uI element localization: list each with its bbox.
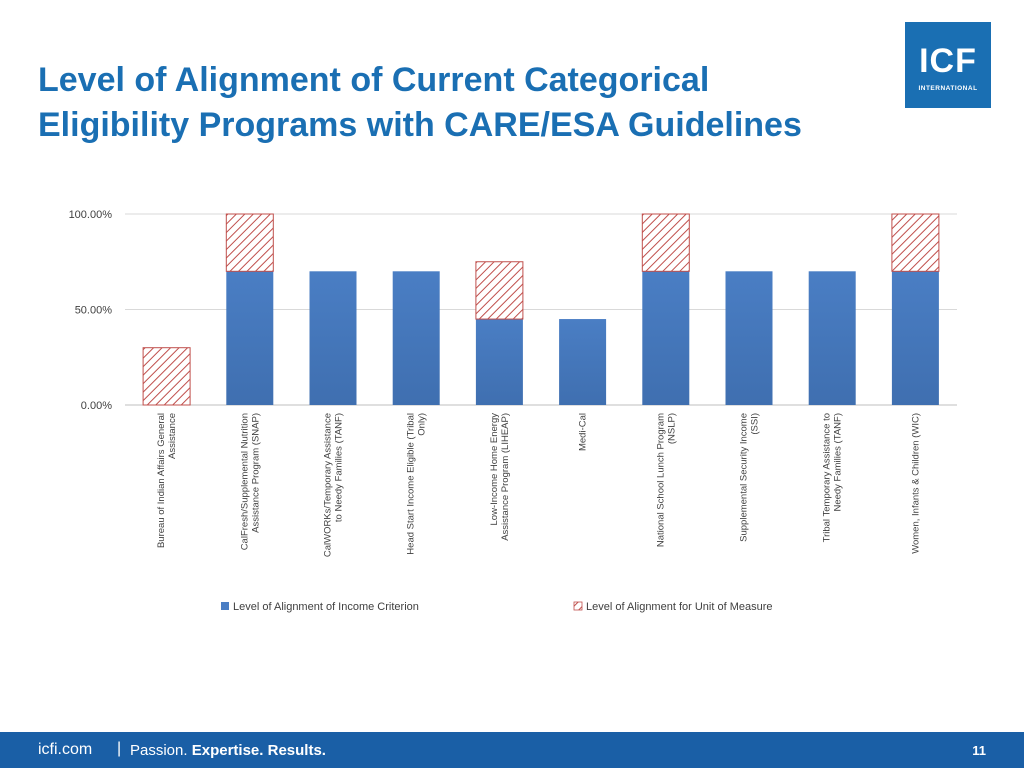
legend-label: Level of Alignment for Unit of Measure (586, 601, 772, 613)
x-axis-labels: Bureau of Indian Affairs General Assistan… (156, 413, 921, 557)
tagline-passion: Passion. (130, 742, 188, 759)
y-tick-label: 50.00% (75, 305, 113, 317)
bar-income-criterion (642, 271, 690, 405)
tagline-results: Results. (267, 742, 326, 759)
x-tick-label: Supplemental Security Income (739, 413, 750, 542)
x-tick-label: Bureau of Indian Affairs General (156, 413, 167, 548)
legend-swatch (221, 602, 229, 610)
x-tick-label: Low-Income Home Energy (489, 413, 500, 526)
bar-unit-of-measure (225, 213, 274, 272)
slide-title-line-1: Level of Alignment of Current Categorica… (38, 61, 710, 99)
bar-income-criterion (309, 271, 357, 405)
bar-unit-of-measure (475, 261, 524, 320)
icf-logo: ICF INTERNATIONAL (905, 22, 991, 108)
x-tick-label: CalWORKs/Temporary Assistance (323, 413, 334, 557)
bar-income-criterion (808, 271, 856, 405)
footer-separator: | (117, 740, 122, 757)
y-tick-label: 0.00% (81, 400, 112, 412)
page-number: 11 (972, 743, 986, 758)
bars (142, 213, 940, 406)
footer-url[interactable]: icfi.com (38, 741, 93, 758)
bar-income-criterion (725, 271, 773, 405)
x-tick-label: Medi-Cal (578, 413, 589, 451)
x-tick-label: to Needy Families (TANF) (334, 413, 345, 522)
x-tick-label: CalFresh/Supplemental Nutrition (239, 413, 250, 550)
slide-title: Level of Alignment of Current Categorica… (38, 58, 898, 148)
legend: Level of Alignment of Income Criterion Le… (221, 601, 772, 613)
x-tick-label: Tribal Temporary Assistance to (822, 413, 833, 542)
legend-label: Level of Alignment of Income Criterion (233, 601, 419, 613)
logo-mark: ICF (919, 42, 977, 80)
bar-income-criterion (226, 271, 274, 405)
x-tick-label: (SSI) (750, 413, 761, 435)
slide-title-line-2: Eligibility Programs with CARE/ESA Guide… (38, 106, 802, 144)
footer-bar: icfi.com | Passion. Expertise. Results. … (0, 732, 1024, 768)
y-axis-ticks: 0.00% 50.00% 100.00% (69, 209, 113, 412)
bar-income-criterion (392, 271, 440, 405)
bar-unit-of-measure (641, 213, 690, 272)
bar-unit-of-measure (891, 213, 940, 272)
x-tick-label: Women, Infants & Children (WIC) (910, 413, 921, 554)
footer-tagline: Passion. Expertise. Results. (130, 742, 326, 759)
tagline-expertise: Expertise. (191, 742, 264, 759)
legend-swatch (573, 601, 583, 611)
bar-income-criterion (559, 319, 607, 405)
bar-unit-of-measure (142, 347, 191, 406)
bar-income-criterion (475, 319, 523, 405)
logo-subtitle: INTERNATIONAL (918, 85, 978, 92)
x-tick-label: Assistance Program (LIHEAP) (500, 413, 511, 541)
alignment-bar-chart: 0.00% 50.00% 100.00% Bureau of Indian Affa… (69, 209, 957, 613)
x-tick-label: National School Lunch Program (655, 413, 666, 547)
x-tick-label: (NSLP) (666, 413, 677, 444)
x-tick-label: Only) (417, 413, 428, 436)
y-tick-label: 100.00% (69, 209, 113, 221)
x-tick-label: Head Start Income Eligible (Tribal (406, 413, 417, 555)
x-tick-label: Needy Families (TANF) (833, 413, 844, 512)
bar-income-criterion (891, 271, 939, 405)
x-tick-label: Assistance Program (SNAP) (250, 413, 261, 533)
x-tick-label: Assistance (167, 413, 178, 459)
